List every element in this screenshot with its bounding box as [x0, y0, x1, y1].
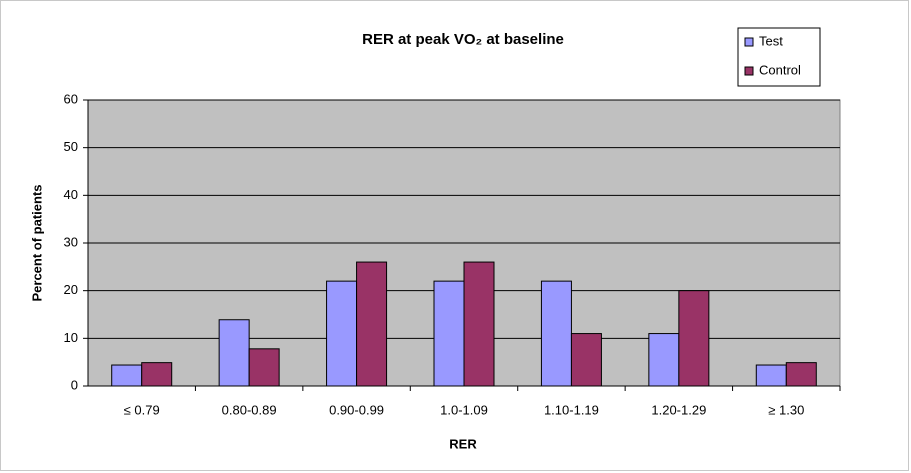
bar	[463, 261, 495, 387]
y-tick-label: 40	[64, 187, 78, 202]
y-tick-label: 20	[64, 282, 78, 297]
y-tick-label: 10	[64, 330, 78, 345]
bar	[570, 333, 602, 387]
y-tick-label: 0	[71, 377, 78, 392]
x-tick-label: 1.0-1.09	[440, 402, 488, 417]
x-tick-label: 1.20-1.29	[651, 402, 706, 417]
bar	[785, 362, 817, 387]
bar	[141, 362, 173, 387]
y-tick-label: 50	[64, 139, 78, 154]
y-tick-label: 60	[64, 91, 78, 106]
x-tick-label: 0.90-0.99	[329, 402, 384, 417]
bar	[648, 333, 680, 387]
bar	[218, 319, 250, 387]
bar	[356, 261, 388, 387]
legend-swatch	[744, 37, 754, 47]
bar	[755, 364, 787, 387]
x-tick-label: 0.80-0.89	[222, 402, 277, 417]
bar	[111, 364, 143, 387]
y-axis-label: Percent of patients	[29, 184, 44, 301]
x-axis-label: RER	[449, 436, 477, 451]
legend-label: Test	[759, 33, 783, 48]
bar	[433, 280, 465, 387]
x-tick-label: ≤ 0.79	[124, 402, 160, 417]
bar	[326, 280, 358, 387]
bar	[248, 348, 280, 387]
legend-label: Control	[759, 62, 801, 77]
bar	[678, 290, 710, 387]
bar	[540, 280, 572, 387]
x-tick-label: ≥ 1.30	[768, 402, 804, 417]
chart-title: RER at peak VO₂ at baseline	[362, 31, 564, 48]
x-tick-label: 1.10-1.19	[544, 402, 599, 417]
legend-swatch	[744, 66, 754, 76]
y-tick-label: 30	[64, 234, 78, 249]
